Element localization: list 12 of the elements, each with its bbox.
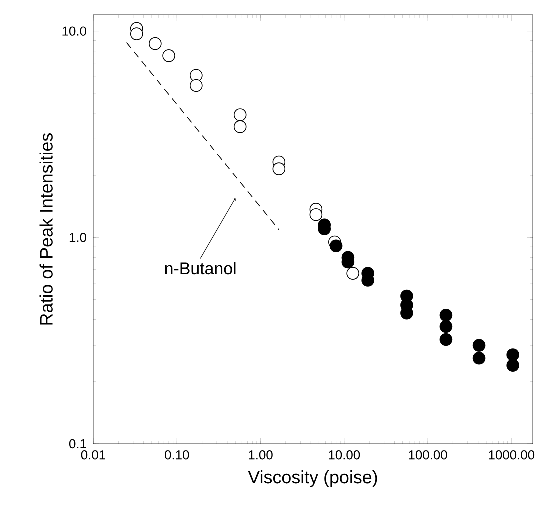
y-axis-title: Ratio of Peak Intensities (40, 133, 53, 325)
y-tick-label: 0.1 (69, 439, 86, 449)
y-tick-label: 1.0 (70, 233, 86, 242)
x-tick-label: 100.00 (409, 450, 448, 460)
x-tick-label: 0.10 (165, 450, 190, 460)
x-tick-label: 1000.00 (489, 450, 535, 460)
x-tick-label: 1.00 (249, 450, 273, 460)
x-tick-label: 10.00 (329, 450, 360, 460)
annotation: n-Butanol (165, 262, 236, 275)
x-axis-title: Viscosity (poise) (248, 470, 378, 488)
y-tick-label: 10.0 (62, 26, 86, 36)
x-tick-label: 0.01 (81, 450, 106, 460)
